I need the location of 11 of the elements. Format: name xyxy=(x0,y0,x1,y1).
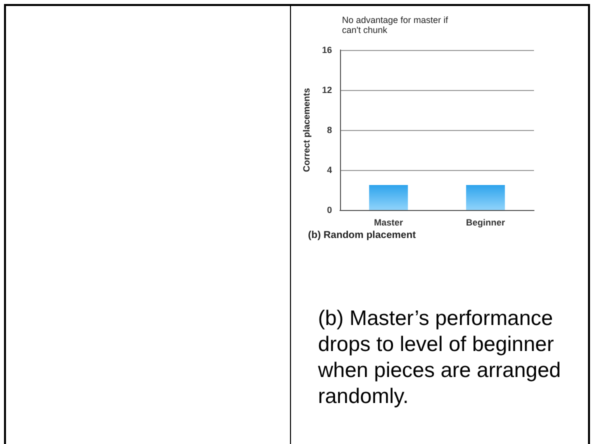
text: (b) Random placement xyxy=(308,230,416,241)
y-tick-label: 16 xyxy=(322,45,332,55)
x-tick-label: Beginner xyxy=(466,218,506,228)
y-tick-label: 4 xyxy=(326,165,332,175)
chart-title: No advantage for master if can't chunk xyxy=(342,15,451,35)
y-axis-title: Correct placements xyxy=(302,88,312,172)
x-tick-label: Master xyxy=(374,218,404,228)
y-tick-label: 12 xyxy=(322,85,332,95)
y-tick-label: 8 xyxy=(326,125,332,135)
y-tick-label: 0 xyxy=(326,205,332,215)
text: (b) Master’s performance drops to level of beginner when pieces are arranged randomly. xyxy=(318,306,562,410)
